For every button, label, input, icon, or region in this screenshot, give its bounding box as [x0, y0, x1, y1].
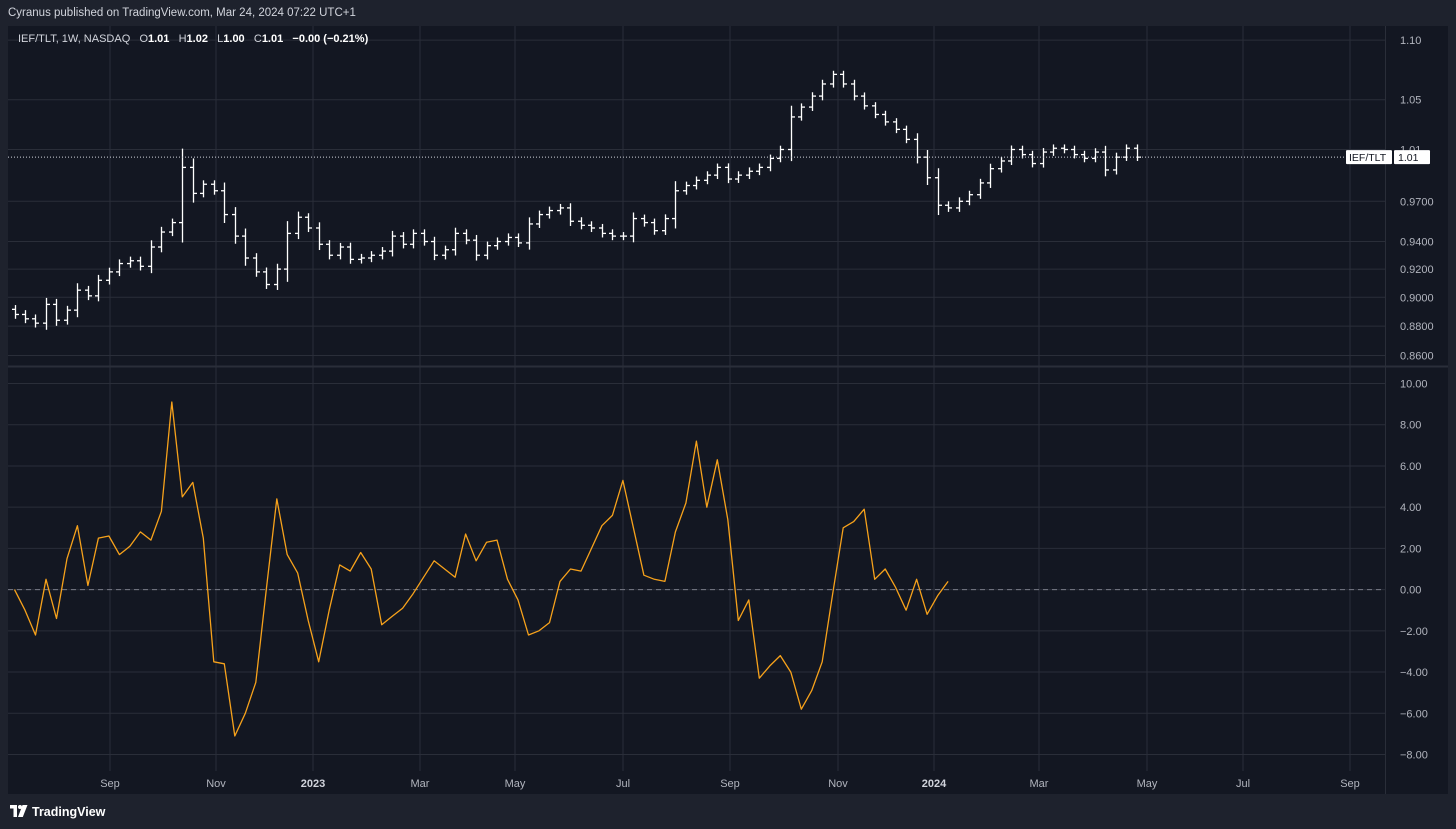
price-tick-label: 0.9200: [1400, 264, 1434, 276]
x-tick-label: 2023: [301, 778, 325, 790]
tradingview-logo-icon: [10, 805, 28, 817]
x-tick-label: Mar: [1030, 778, 1049, 790]
high-value: 1.02: [186, 33, 208, 45]
oscillator-tick-label: −2.00: [1400, 626, 1428, 638]
open-value: 1.01: [148, 33, 170, 45]
x-tick-label: May: [505, 778, 526, 790]
oscillator-tick-label: 0.00: [1400, 585, 1421, 597]
low-value: 1.00: [223, 33, 245, 45]
oscillator-tick-label: −8.00: [1400, 750, 1428, 762]
x-tick-label: May: [1137, 778, 1158, 790]
x-tick-label: Nov: [828, 778, 848, 790]
chart-canvas[interactable]: 1.10 1.05 1.01 0.9700 0.9400 0.9200 0.9000 0.88…: [8, 26, 1448, 794]
price-label-name: IEF/TLT: [1349, 152, 1387, 164]
chart-background: [8, 26, 1448, 794]
price-label-name-box: [1346, 150, 1392, 165]
footer-bar: TradingView: [0, 794, 1456, 829]
high-label: H: [178, 33, 187, 45]
oscillator-tick-label: 4.00: [1400, 502, 1421, 514]
change-value: −0.00 (−0.21%): [292, 33, 369, 45]
oscillator-tick-label: 10.00: [1400, 378, 1428, 390]
oscillator-tick-label: −4.00: [1400, 667, 1428, 679]
low-label: L: [217, 33, 224, 45]
oscillator-tick-label: 6.00: [1400, 461, 1421, 473]
x-tick-label: Jul: [616, 778, 630, 790]
price-tick-label: 0.8800: [1400, 321, 1434, 333]
oscillator-tick-label: 8.00: [1400, 420, 1421, 432]
x-tick-label: Mar: [411, 778, 430, 790]
price-tick-label: 1.10: [1400, 35, 1421, 47]
x-tick-label: 2024: [922, 778, 947, 790]
x-tick-label: Nov: [206, 778, 226, 790]
price-tick-label: 0.9700: [1400, 196, 1434, 208]
x-tick-label: Sep: [100, 778, 120, 790]
oscillator-tick-label: 2.00: [1400, 543, 1421, 555]
x-tick-label: Sep: [720, 778, 740, 790]
symbol-legend: IEF/TLT, 1W, NASDAQ O1.01 H1.02 L1.00 C1…: [18, 33, 368, 45]
open-label: O: [139, 33, 148, 45]
price-tick-label: 0.8600: [1400, 351, 1434, 363]
symbol-info: IEF/TLT, 1W, NASDAQ: [18, 33, 131, 45]
price-label-value: 1.01: [1398, 152, 1419, 164]
top-bar: Cyranus published on TradingView.com, Ma…: [0, 0, 1456, 26]
price-tick-label: 0.9000: [1400, 292, 1434, 304]
close-value: 1.01: [261, 33, 284, 45]
publisher-credit: Cyranus published on TradingView.com, Ma…: [8, 7, 356, 19]
oscillator-series-line: [13, 401, 949, 737]
price-tick-label: 1.05: [1400, 95, 1421, 107]
x-tick-label: Jul: [1236, 778, 1250, 790]
close-label: C: [253, 33, 262, 45]
tradingview-brand: TradingView: [32, 805, 106, 819]
oscillator-tick-label: −6.00: [1400, 708, 1428, 720]
price-tick-label: 0.9400: [1400, 237, 1434, 249]
chart-area[interactable]: 1.10 1.05 1.01 0.9700 0.9400 0.9200 0.9000 0.88…: [8, 26, 1448, 794]
x-tick-label: Sep: [1340, 778, 1360, 790]
price-label-value-box: [1394, 150, 1430, 165]
